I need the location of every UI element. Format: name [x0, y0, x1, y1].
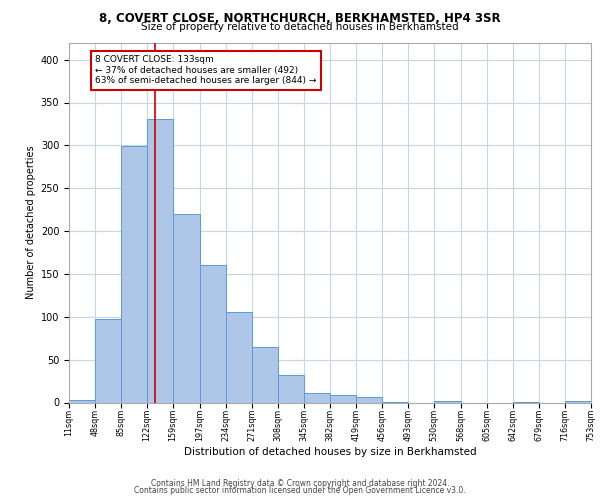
X-axis label: Distribution of detached houses by size in Berkhamsted: Distribution of detached houses by size …	[184, 447, 476, 457]
Bar	[565, 401, 591, 402]
Bar	[121, 146, 147, 403]
Text: Contains HM Land Registry data © Crown copyright and database right 2024.: Contains HM Land Registry data © Crown c…	[151, 478, 449, 488]
Bar	[226, 312, 252, 402]
Text: 8 COVERT CLOSE: 133sqm
← 37% of detached houses are smaller (492)
63% of semi-de: 8 COVERT CLOSE: 133sqm ← 37% of detached…	[95, 56, 316, 85]
Bar	[95, 318, 121, 402]
Text: 8, COVERT CLOSE, NORTHCHURCH, BERKHAMSTED, HP4 3SR: 8, COVERT CLOSE, NORTHCHURCH, BERKHAMSTE…	[99, 12, 501, 26]
Text: Size of property relative to detached houses in Berkhamsted: Size of property relative to detached ho…	[141, 22, 459, 32]
Text: Contains public sector information licensed under the Open Government Licence v3: Contains public sector information licen…	[134, 486, 466, 495]
Bar	[147, 119, 173, 403]
Bar	[304, 393, 330, 402]
Bar	[330, 395, 356, 402]
Bar	[278, 375, 304, 402]
Y-axis label: Number of detached properties: Number of detached properties	[26, 146, 37, 300]
Bar	[200, 266, 226, 402]
Bar	[356, 396, 382, 402]
Bar	[252, 347, 278, 403]
Bar	[173, 214, 200, 402]
Bar	[434, 401, 461, 402]
Bar	[69, 400, 95, 402]
